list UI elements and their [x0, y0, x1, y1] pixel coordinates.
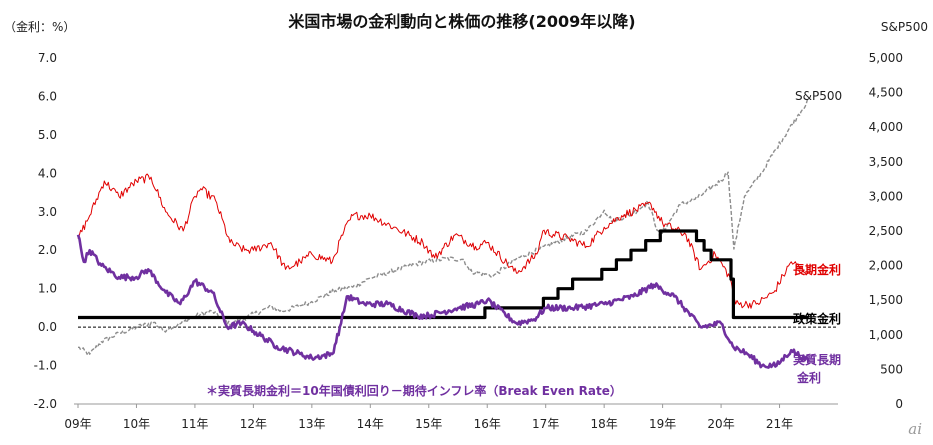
x-tick-label: 15年 — [415, 417, 442, 431]
y-left-tick-label: 3.0 — [38, 205, 57, 219]
y-left-tick-label: 4.0 — [38, 166, 57, 180]
y-left-tick-label: 1.0 — [38, 282, 57, 296]
sp500-series-label: S&P500 — [795, 89, 842, 103]
y-left-tick-label: -1.0 — [34, 359, 57, 373]
long-term-rate-line — [77, 173, 809, 309]
y-right-tick-label: 3,000 — [869, 189, 903, 203]
y-left-tick-label: -2.0 — [34, 397, 57, 411]
x-tick-label: 16年 — [474, 417, 501, 431]
y-right-tick-label: 4,000 — [869, 120, 903, 134]
x-tick-label: 09年 — [64, 417, 91, 431]
x-tick-label: 14年 — [357, 417, 384, 431]
watermark-logo: ai — [908, 420, 922, 438]
y-right-tick-label: 500 — [880, 362, 903, 376]
sp500-series-line — [78, 98, 810, 355]
y-right-tick-label: 1,000 — [869, 328, 903, 342]
y-right-tick-label: 0 — [895, 397, 903, 411]
y-right-tick-label: 2,000 — [869, 259, 903, 273]
real-rate-label-line2: 金利 — [796, 370, 821, 385]
x-tick-label: 17年 — [532, 417, 559, 431]
policy-rate-label: 政策金利 — [793, 311, 841, 326]
real-long-term-rate-line — [76, 234, 810, 369]
chart-title: 米国市場の金利動向と株価の推移(2009年以降) — [288, 12, 635, 31]
y-left-tick-label: 5.0 — [38, 128, 57, 142]
x-tick-label: 18年 — [591, 417, 618, 431]
x-tick-label: 13年 — [298, 417, 325, 431]
y-right-tick-label: 4,500 — [869, 86, 903, 100]
long-term-rate-label: 長期金利 — [793, 262, 841, 277]
right-axis-title: S&P500 — [881, 20, 928, 34]
x-tick-label: 21年 — [766, 417, 793, 431]
y-right-tick-label: 2,500 — [869, 224, 903, 238]
left-axis-unit: （金利：%） — [4, 19, 75, 34]
x-tick-label: 11年 — [181, 417, 208, 431]
policy-rate-line — [78, 229, 809, 320]
real-rate-label-line1: 実質長期 — [793, 352, 841, 367]
x-tick-label: 19年 — [649, 417, 676, 431]
formula-note: ＊実質長期金利＝10年国債利回り－期待インフレ率（Break Even Rate… — [206, 383, 622, 398]
y-right-tick-label: 1,500 — [869, 293, 903, 307]
x-tick-label: 12年 — [240, 417, 267, 431]
y-left-tick-label: 2.0 — [38, 243, 57, 257]
y-left-tick-label: 6.0 — [38, 89, 57, 103]
y-left-tick-label: 7.0 — [38, 51, 57, 65]
x-tick-label: 20年 — [707, 417, 734, 431]
y-right-tick-label: 3,500 — [869, 155, 903, 169]
x-tick-label: 10年 — [123, 417, 150, 431]
y-left-tick-label: 0.0 — [38, 320, 57, 334]
y-right-tick-label: 5,000 — [869, 51, 903, 65]
